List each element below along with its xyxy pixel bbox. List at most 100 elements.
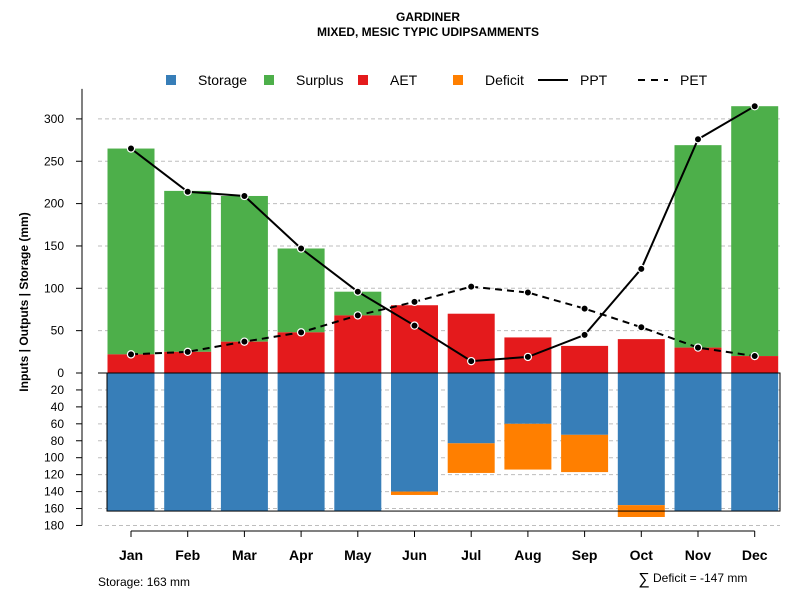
y-tick-label: 100: [44, 281, 64, 295]
point-pet-oct: [637, 323, 646, 332]
line-ppt: [130, 105, 756, 363]
y-tick-label: 150: [44, 239, 64, 253]
point-ppt-jan: [126, 144, 136, 153]
point-pet-mar: [240, 337, 249, 346]
legend-label-deficit: Deficit: [485, 72, 524, 88]
bar-surplus-feb: [164, 190, 212, 352]
bar-aet-sep: [561, 345, 609, 373]
x-tick-label-may: May: [344, 547, 371, 563]
sum-symbol: ∑: [638, 571, 649, 588]
bar-aet-dec: [731, 356, 779, 373]
y-tick-label: 80: [51, 434, 65, 448]
bar-aet-jan: [107, 354, 155, 373]
point-pet-dec: [750, 351, 759, 361]
bar-aet-may: [334, 315, 382, 373]
bar-storage-may: [334, 373, 382, 512]
bar-aet-apr: [277, 332, 325, 373]
x-tick-label-apr: Apr: [289, 547, 314, 563]
point-pet-jul: [467, 282, 476, 291]
bar-storage-sep: [561, 373, 609, 435]
storage-footnote: Storage: 163 mm: [98, 575, 190, 589]
point-pet-jun: [410, 297, 419, 307]
point-pet-nov: [693, 343, 703, 352]
bar-surplus-nov: [674, 145, 722, 348]
legend-label-pet: PET: [680, 72, 708, 88]
bar-storage-apr: [277, 373, 325, 512]
point-ppt-apr: [296, 244, 306, 253]
point-ppt-nov: [693, 135, 703, 144]
x-tick-label-feb: Feb: [175, 547, 200, 563]
y-tick-label: 180: [44, 518, 64, 532]
bar-deficit-jul: [447, 443, 495, 473]
bar-deficit-jun: [391, 491, 438, 495]
point-ppt-aug: [523, 352, 533, 362]
bars: [107, 106, 779, 517]
y-tick-label: 60: [51, 417, 65, 431]
line-pet: [130, 285, 755, 358]
bar-storage-feb: [164, 373, 212, 512]
legend-label-aet: AET: [390, 72, 418, 88]
legend-label-surplus: Surplus: [296, 72, 343, 88]
bar-surplus-mar: [220, 195, 268, 342]
bar-storage-dec: [731, 373, 779, 512]
legend-label-ppt: PPT: [580, 72, 608, 88]
legend-swatch-aet: [358, 75, 368, 85]
x-tick-label-jul: Jul: [461, 547, 481, 563]
bar-storage-oct: [617, 373, 665, 506]
legend: Storage Surplus AET Deficit PPT PET: [166, 72, 708, 88]
point-pet-sep: [580, 304, 589, 313]
bar-surplus-dec: [731, 106, 779, 357]
y-tick-label: 300: [44, 112, 64, 126]
bar-storage-jul: [447, 373, 495, 444]
point-ppt-jun: [410, 321, 419, 330]
axes: 0 50 100 150 200 250 300 20 40 60 80 100 120 140 160 18…: [44, 88, 768, 563]
bar-storage-mar: [220, 373, 268, 512]
legend-label-storage: Storage: [198, 72, 247, 88]
point-ppt-oct: [637, 264, 646, 274]
point-pet-may: [353, 311, 362, 320]
plot-frame: [98, 372, 781, 512]
x-tick-label-oct: Oct: [630, 547, 654, 563]
x-tick-label-dec: Dec: [742, 547, 768, 563]
point-pet-feb: [183, 347, 192, 357]
y-tick-label: 100: [44, 451, 64, 465]
y-axis-label: Inputs | Outputs | Storage (mm): [17, 212, 31, 391]
bar-storage-jan: [107, 373, 155, 512]
bar-storage-nov: [674, 373, 722, 512]
gridlines: [98, 118, 780, 526]
y-tick-label: 0: [57, 366, 64, 380]
y-tick-label: 140: [44, 485, 64, 499]
bar-aet-nov: [674, 347, 722, 373]
point-ppt-sep: [580, 330, 589, 340]
bar-storage-aug: [504, 373, 552, 424]
y-tick-label: 20: [51, 383, 65, 397]
x-tick-label-jan: Jan: [119, 547, 143, 563]
x-tick-label-aug: Aug: [514, 547, 541, 563]
y-tick-label: 160: [44, 502, 64, 516]
point-ppt-dec: [750, 101, 759, 111]
y-tick-label: 200: [44, 197, 64, 211]
x-tick-label-nov: Nov: [685, 547, 712, 563]
bar-surplus-apr: [277, 248, 325, 333]
bar-surplus-jan: [107, 148, 155, 355]
x-tick-label-jun: Jun: [402, 547, 427, 563]
point-pet-apr: [296, 328, 306, 337]
legend-swatch-deficit: [453, 75, 463, 85]
point-ppt-mar: [240, 191, 249, 201]
legend-swatch-surplus: [264, 75, 274, 85]
lines: [126, 101, 759, 366]
chart-subtitle: MIXED, MESIC TYPIC UDIPSAMMENTS: [317, 25, 539, 39]
point-ppt-feb: [183, 187, 192, 196]
bar-aet-feb: [164, 351, 212, 373]
y-tick-label: 250: [44, 154, 64, 168]
bar-deficit-sep: [561, 434, 609, 473]
chart-title: GARDINER: [396, 10, 460, 24]
bar-aet-mar: [220, 341, 268, 373]
point-pet-aug: [523, 288, 533, 297]
bar-storage-jun: [391, 373, 438, 492]
deficit-footnote: Deficit = -147 mm: [653, 571, 747, 585]
legend-swatch-storage: [166, 75, 176, 85]
point-ppt-jul: [467, 356, 476, 366]
